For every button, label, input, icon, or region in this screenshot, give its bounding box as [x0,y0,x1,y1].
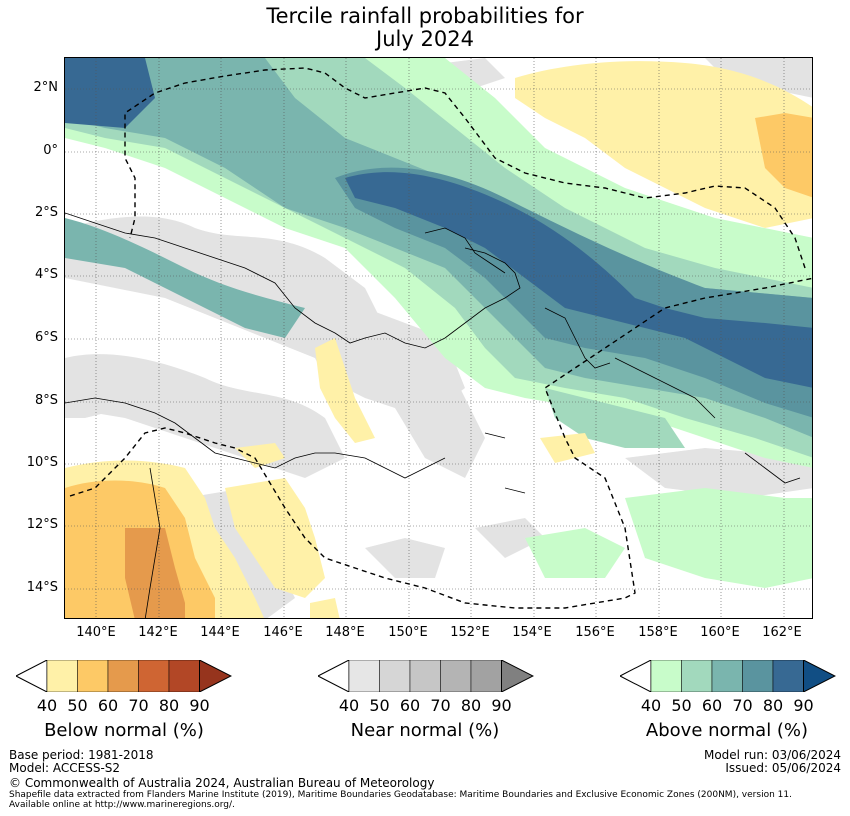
above-tick: 70 [732,696,753,715]
lon-label: 152°E [450,625,490,640]
issued-date: Issued: 05/06/2024 [725,761,841,775]
below-tick: 60 [97,696,119,715]
shapefile-credit: Shapefile data extracted from Flanders M… [9,790,792,800]
lon-label: 150°E [388,625,428,640]
near-normal-label: Near normal (%) [350,720,500,741]
above-normal-label: Above normal (%) [645,720,809,741]
map-title-line1: Tercile rainfall probabilities for [266,4,584,28]
lat-label: 12°S [26,517,58,532]
lat-label: 14°S [26,580,58,595]
above-tick: 50 [671,696,692,715]
near-tick: 60 [399,696,421,715]
lon-label: 156°E [575,625,615,640]
copyright: © Commonwealth of Australia 2024, Austra… [9,776,435,790]
above-tick: 60 [701,696,723,715]
lat-label: 0° [43,143,58,158]
lat-label: 10°S [26,455,58,470]
near-tick: 50 [369,696,390,715]
near-normal-colorbar [318,660,534,692]
lon-label: 140°E [76,625,116,640]
near-tick: 40 [338,696,360,715]
lat-label: 4°S [34,267,58,282]
map-title-line2: July 2024 [376,27,474,51]
lat-label: 2°S [34,205,58,220]
above-tick: 80 [762,696,784,715]
near-tick: 90 [491,696,512,715]
near-tick: 70 [430,696,451,715]
coastlines [65,212,801,618]
marineregions-credit: Available online at http://www.marinereg… [9,800,235,810]
below-tick: 40 [36,696,58,715]
below-tick: 50 [67,696,88,715]
lat-label: 2°N [33,80,59,95]
lon-label: 142°E [138,625,178,640]
eez-boundary [69,67,812,609]
above-normal-colorbar [620,660,836,692]
lon-label: 146°E [263,625,303,640]
lon-label: 154°E [512,625,552,640]
lon-label: 158°E [638,625,678,640]
below-normal-areas [65,61,812,618]
rainfall-probability-map [64,57,813,619]
below-tick: 90 [189,696,210,715]
above-tick: 90 [793,696,814,715]
lat-label: 8°S [34,393,58,408]
above-normal-areas [65,58,812,588]
graticule [65,58,812,618]
lon-label: 144°E [200,625,240,640]
base-period: Base period: 1981-2018 [9,748,154,762]
below-tick: 80 [158,696,180,715]
below-normal-label: Below normal (%) [44,720,204,741]
near-tick: 80 [460,696,482,715]
below-tick: 70 [128,696,149,715]
model-name: Model: ACCESS-S2 [9,761,121,775]
lon-label: 162°E [762,625,802,640]
above-tick: 40 [640,696,662,715]
lon-label: 148°E [325,625,365,640]
lat-label: 6°S [34,330,58,345]
model-run: Model run: 03/06/2024 [703,748,841,762]
map-canvas [65,58,812,618]
below-normal-colorbar [16,660,232,692]
lon-label: 160°E [700,625,740,640]
